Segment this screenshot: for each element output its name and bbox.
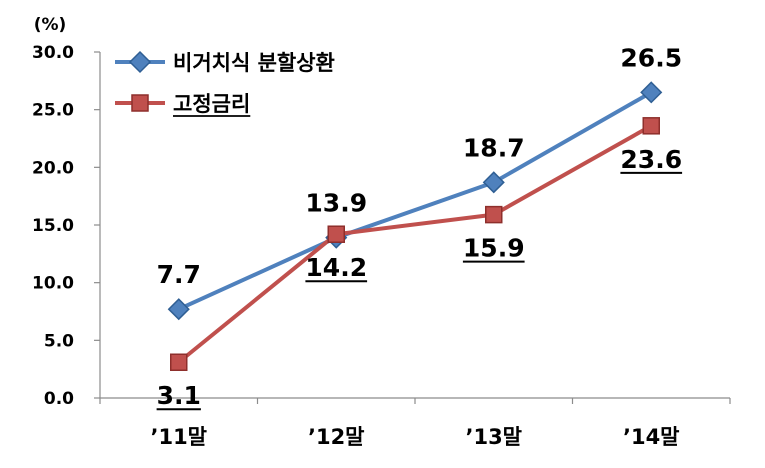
legend-marker-diamond (128, 50, 152, 74)
legend-marker-square (131, 94, 149, 112)
y-tick-label: 20.0 (32, 158, 74, 178)
data-point-diamond (482, 171, 505, 194)
series-line (177, 90, 653, 312)
series-markers (167, 81, 663, 371)
data-label: 7.7 (157, 260, 201, 289)
y-tick-label: 5.0 (44, 331, 74, 351)
y-tick-label: 0.0 (44, 389, 74, 409)
y-tick-label: 15.0 (32, 216, 74, 236)
data-point-diamond (640, 81, 663, 104)
y-axis-unit: (%) (34, 15, 67, 35)
x-tick-label: ’13말 (465, 425, 522, 449)
data-label: 3.1 (157, 381, 201, 410)
legend-label: 비거치식 분할상환 (173, 51, 335, 75)
data-label: 14.2 (305, 253, 367, 282)
axes: 0.0 5.0 10.0 15.0 20.0 25.0 30.0 ’11말 ’12말 ’13말 ’1… (32, 43, 731, 449)
data-point-square (327, 225, 345, 243)
y-tick-label: 30.0 (32, 43, 74, 63)
series-lines (177, 90, 653, 364)
data-point-square (170, 353, 188, 371)
data-labels: 7.7 13.9 18.7 26.5 3.1 14.2 15.9 23.6 (156, 43, 683, 411)
y-tick-label: 10.0 (32, 274, 74, 294)
x-tick-label: ’12말 (308, 425, 365, 449)
data-point-square (642, 117, 660, 135)
data-point-diamond (167, 298, 190, 321)
x-tick-label: ’14말 (623, 425, 680, 449)
data-label: 15.9 (463, 234, 525, 263)
data-label: 13.9 (305, 189, 367, 218)
series-line (177, 124, 653, 364)
legend-label: 고정금리 (173, 92, 250, 116)
data-label: 23.6 (620, 145, 682, 174)
data-label: 18.7 (463, 133, 525, 162)
data-label: 26.5 (620, 43, 682, 72)
data-point-square (485, 205, 503, 224)
x-tick-label: ’11말 (150, 425, 207, 449)
y-tick-label: 25.0 (32, 101, 74, 121)
